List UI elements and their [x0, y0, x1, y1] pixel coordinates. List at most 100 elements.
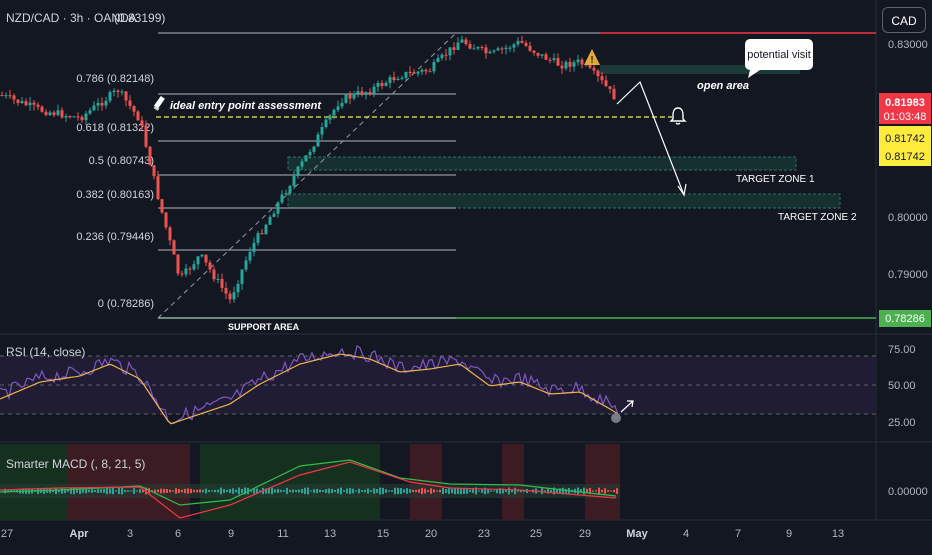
macd-bar	[67, 490, 69, 492]
macd-bar	[361, 490, 363, 492]
candle-body	[448, 47, 452, 56]
fibonacci-retracement[interactable]	[157, 32, 600, 319]
candle-body	[152, 165, 156, 177]
candle-body	[52, 112, 56, 115]
macd-bar	[70, 488, 72, 494]
macd-bar	[598, 487, 600, 495]
candle-body	[236, 283, 240, 293]
candle-body	[428, 71, 432, 73]
candle-body	[552, 58, 556, 60]
macd-bar	[172, 490, 174, 492]
candle-body	[404, 71, 408, 78]
macd-bar	[181, 489, 183, 493]
macd-bar	[340, 487, 342, 495]
macd-bar	[235, 489, 237, 493]
macd-bar	[508, 487, 510, 495]
macd-bar	[139, 489, 141, 493]
macd-bar	[406, 488, 408, 494]
candle-body	[36, 104, 40, 107]
fib-label-0: 0 (0.78286)	[98, 298, 154, 310]
macd-bar	[547, 488, 549, 494]
macd-bar	[484, 487, 486, 495]
last-value: (0.83199)	[114, 11, 165, 25]
macd-bar	[208, 490, 210, 492]
macd-bar	[421, 487, 423, 495]
time-tick: 15	[377, 528, 389, 540]
time-tick: 29	[579, 528, 591, 540]
candle-body	[144, 125, 148, 147]
macd-bar	[4, 488, 6, 494]
price-tag-value: 0.81983	[885, 97, 925, 109]
candle-body	[440, 54, 444, 59]
macd-bar	[523, 490, 525, 492]
rsi-tick: 50.00	[888, 380, 916, 392]
candle-body	[188, 268, 192, 270]
candle-body	[360, 91, 364, 95]
candle-body	[396, 78, 400, 81]
macd-bar	[187, 488, 189, 494]
open-area-zone	[600, 65, 800, 74]
macd-bar	[616, 488, 618, 494]
candle-body	[456, 42, 460, 50]
target-zone-2-label: TARGET ZONE 2	[778, 212, 857, 223]
candle-body	[516, 40, 520, 45]
candle-body	[244, 260, 248, 270]
candle-body	[256, 233, 260, 243]
candle-body	[96, 102, 100, 106]
macd-bar	[373, 488, 375, 494]
macd-bar	[61, 488, 63, 494]
macd-region	[0, 444, 68, 520]
macd-bar	[175, 488, 177, 494]
candle-body	[288, 185, 292, 194]
macd-bar	[196, 489, 198, 493]
candle-body	[272, 213, 276, 217]
macd-bar	[412, 489, 414, 493]
macd-region	[502, 444, 524, 520]
macd-bar	[559, 488, 561, 494]
candle-body	[504, 47, 508, 50]
candle-body	[164, 212, 168, 228]
candle-body	[588, 64, 592, 68]
macd-bar	[589, 487, 591, 495]
candle-body	[500, 48, 504, 50]
macd-bar	[193, 489, 195, 493]
macd-bar	[58, 489, 60, 493]
macd-bar	[166, 489, 168, 493]
candle-body	[488, 51, 492, 54]
candle-body	[228, 293, 232, 300]
currency-button[interactable]: CAD	[882, 7, 926, 33]
macd-bar	[220, 487, 222, 495]
candle-body	[520, 40, 524, 43]
candle-body	[364, 92, 368, 95]
potential-visit-callout[interactable]: potential visit	[745, 39, 813, 78]
potential-visit-label: potential visit	[747, 49, 811, 61]
fib-label-0618: 0.618 (0.81322)	[76, 122, 154, 134]
candle-body	[324, 119, 328, 128]
time-axis[interactable]: 27 Apr 3 6 9 11 13 15 17 20 23 25 29 May…	[1, 528, 844, 540]
macd-bar	[253, 488, 255, 494]
projection-path[interactable]	[616, 80, 685, 196]
candle-body	[572, 62, 576, 67]
candle-body	[400, 77, 404, 79]
candle-body	[20, 101, 24, 104]
price-tick: 0.79000	[888, 269, 928, 281]
macd-bar	[286, 487, 288, 495]
alarm-bell-icon[interactable]	[669, 106, 687, 126]
macd-bar	[169, 489, 171, 493]
macd-bar	[124, 489, 126, 493]
candle-body	[536, 52, 540, 56]
candle-body	[120, 91, 124, 93]
price-tag-ask: 0.81742	[885, 151, 925, 163]
macd-bar	[379, 487, 381, 495]
candle-body	[352, 93, 356, 99]
macd-bar	[439, 489, 441, 493]
macd-bar	[229, 489, 231, 493]
symbol-title: NZD/CAD · 3h · OANDA	[6, 11, 137, 25]
candle-body	[460, 39, 464, 43]
macd-bar	[310, 490, 312, 492]
macd-bar	[268, 488, 270, 494]
rsi-tick: 75.00	[888, 344, 916, 356]
macd-bar	[520, 489, 522, 493]
